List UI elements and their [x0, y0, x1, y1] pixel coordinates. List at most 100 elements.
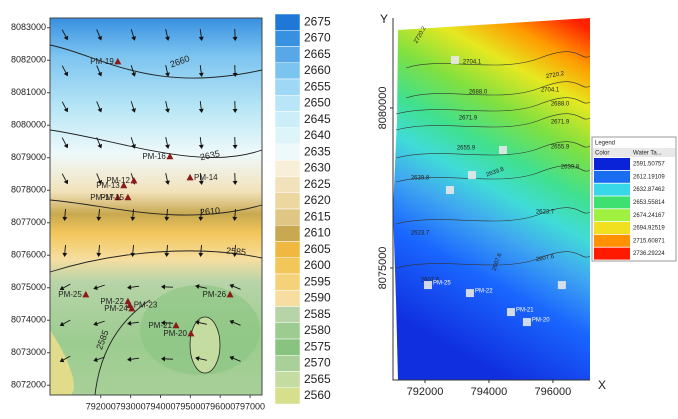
well-label: PM-21: [516, 308, 534, 314]
colorbar-label: 2580: [304, 323, 331, 337]
well-label: PM-14: [194, 173, 218, 182]
flow-arrow: [195, 356, 207, 362]
flow-arrow: [229, 355, 241, 362]
flow-arrow: [130, 208, 136, 221]
contour-label: 2607.6: [536, 254, 556, 263]
legend-swatch: [594, 222, 630, 234]
arrow-head: [131, 36, 136, 41]
flow-arrow: [96, 173, 103, 185]
arrow-head: [232, 72, 238, 77]
y-tick-label: 8077000: [11, 217, 46, 227]
flow-arrow: [232, 100, 238, 113]
arrow-head: [127, 320, 132, 326]
legend-value: 2715.60871: [633, 238, 665, 244]
contour-line: [395, 97, 591, 115]
flow-arrow: [232, 172, 238, 185]
x-tick-label: 797000: [235, 401, 265, 411]
well: [522, 318, 531, 327]
flow-arrow: [164, 65, 170, 77]
contour-label: 2720.2: [546, 71, 566, 80]
colorbar-cell: [274, 273, 301, 291]
well-label: PM-17: [90, 193, 114, 202]
x-tick-label: 796000: [535, 386, 572, 398]
well-label: PM-15: [100, 193, 124, 202]
y-tick-label: 8080000: [377, 87, 389, 130]
contour-line: [49, 129, 263, 158]
x-tick-label: 795000: [175, 401, 205, 411]
flow-arrow: [127, 284, 140, 290]
contour-line: [405, 51, 591, 69]
legend-swatch: [594, 158, 630, 170]
contour-label: 2610: [200, 206, 221, 218]
arrow-head: [96, 216, 102, 221]
arrow-head: [131, 108, 136, 113]
flow-arrow: [96, 208, 102, 221]
flow-arrow: [232, 64, 238, 77]
x-tick-label: 796000: [205, 401, 235, 411]
y-tick-label: 8073000: [11, 347, 46, 357]
flow-arrow: [61, 29, 69, 41]
arrow-head: [63, 179, 69, 185]
arrow-head: [63, 107, 69, 113]
colorbar-label: 2565: [304, 372, 331, 386]
y-tick-label: 8075000: [11, 282, 46, 292]
y-tick-label: 8076000: [11, 250, 46, 260]
colorbar-cell: [274, 322, 301, 340]
colorbar-label: 2635: [304, 144, 331, 158]
arrow-head: [195, 356, 200, 362]
arrow-head: [59, 321, 65, 327]
arrow-head: [59, 285, 65, 291]
flow-arrow: [198, 64, 204, 77]
flow-arrow: [198, 244, 204, 257]
well: [172, 321, 180, 329]
arrow-head: [164, 180, 170, 185]
flow-arrow: [61, 65, 69, 77]
arrow-head: [97, 179, 103, 185]
arrow-head: [164, 108, 170, 113]
well-label: PM-19: [90, 57, 114, 66]
arrow-head: [164, 36, 170, 41]
arrow-head: [62, 252, 68, 257]
flow-arrow: [198, 208, 204, 221]
flow-arrow: [96, 65, 103, 77]
contour-label: 2688.0: [551, 102, 570, 108]
colorbar-label: 2615: [304, 209, 331, 223]
legend-header: Water Ta...: [633, 151, 662, 157]
well-label: PM-13: [96, 181, 120, 190]
flow-arrow: [61, 101, 69, 113]
arrow-head: [229, 319, 235, 325]
arrow-head: [232, 216, 238, 221]
contour-label: 2607.6: [421, 278, 440, 284]
contour-label: 2655.9: [457, 146, 476, 152]
arrow-head: [198, 36, 204, 41]
legend-value: 2632.87462: [633, 187, 665, 193]
flow-arrow: [164, 173, 170, 185]
flow-arrow: [161, 356, 174, 362]
legend-swatch: [594, 209, 630, 222]
arrow-head: [63, 143, 69, 149]
colorbar-cell: [274, 355, 301, 372]
colorbar-label: 2620: [304, 193, 331, 207]
flow-arrow: [59, 355, 71, 363]
flow-arrow: [195, 284, 207, 290]
well: [450, 55, 459, 64]
y-tick-label: 8083000: [11, 22, 46, 32]
arrow-head: [62, 216, 68, 221]
flow-arrow: [232, 244, 238, 257]
flow-arrow: [164, 137, 170, 149]
legend-value: 2612.19109: [633, 174, 665, 180]
y-tick-label: 8080000: [11, 120, 46, 130]
contour-label: 2639.8: [561, 165, 580, 171]
colorbar-cell: [274, 192, 301, 210]
arrow-head: [161, 356, 166, 362]
low-zone-core: [189, 316, 221, 374]
colorbar-cell: [274, 111, 301, 128]
x-tick-label: 793000: [116, 401, 146, 411]
colorbar-label: 2670: [304, 31, 331, 45]
well-label: PM-20: [163, 329, 187, 338]
contour-line: [395, 113, 591, 131]
contour-label: 2623.7: [411, 231, 430, 237]
flow-arrow: [198, 172, 204, 185]
arrow-head: [232, 252, 238, 257]
well: [187, 329, 195, 337]
